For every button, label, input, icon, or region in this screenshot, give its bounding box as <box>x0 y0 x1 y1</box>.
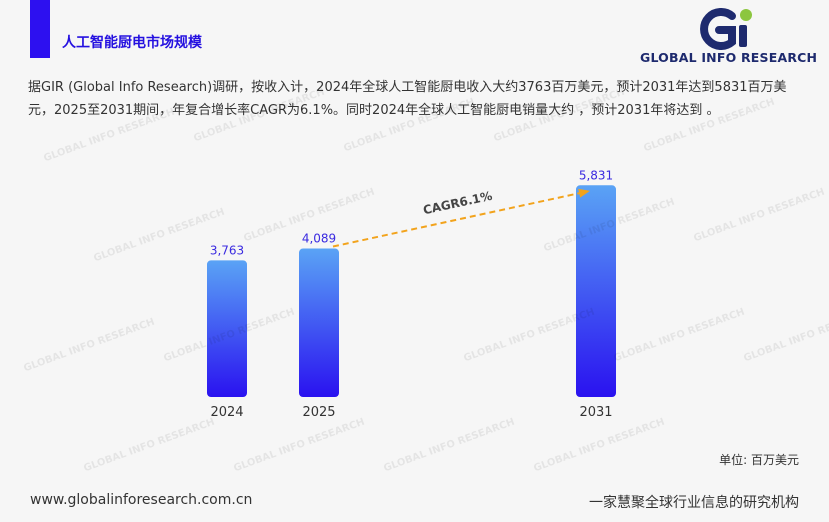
header-accent <box>30 0 50 58</box>
value-label-2031: 5,831 <box>579 168 613 182</box>
x-tick-label-2024: 2024 <box>210 405 243 420</box>
x-tick-label-2025: 2025 <box>302 405 335 420</box>
value-label-2024: 3,763 <box>210 243 244 257</box>
footer-slogan: 一家慧聚全球行业信息的研究机构 <box>589 495 799 511</box>
footer: www.globalinforesearch.com.cn 一家慧聚全球行业信息… <box>0 478 829 522</box>
x-tick-label-2031: 2031 <box>579 405 612 420</box>
footer-url[interactable]: www.globalinforesearch.com.cn <box>30 492 253 508</box>
summary-paragraph: 据GIR (Global Info Research)调研，按收入计，2024年… <box>28 80 787 118</box>
cagr-line <box>332 190 589 248</box>
cagr-arrowhead <box>578 188 590 198</box>
bar-2031 <box>576 185 616 397</box>
page-title: 人工智能厨电市场规模 <box>62 35 202 51</box>
logo-mark-icon <box>700 8 752 50</box>
bar-2025 <box>299 248 339 397</box>
cagr-label: CAGR6.1% <box>422 189 494 218</box>
unit-label: 单位: 百万美元 <box>719 453 799 467</box>
company-logo: GLOBAL INFO RESEARCH <box>640 8 818 68</box>
bar-2024 <box>207 260 247 397</box>
market-size-chart: 3,763 2024 4,089 2025 5,831 2031 CAGR6.1% <box>207 168 616 420</box>
logo-text: GLOBAL INFO RESEARCH <box>640 50 818 65</box>
header-bar: 人工智能厨电市场规模 GLOBAL INFO RESEARCH <box>0 0 829 70</box>
value-label-2025: 4,089 <box>302 232 336 246</box>
